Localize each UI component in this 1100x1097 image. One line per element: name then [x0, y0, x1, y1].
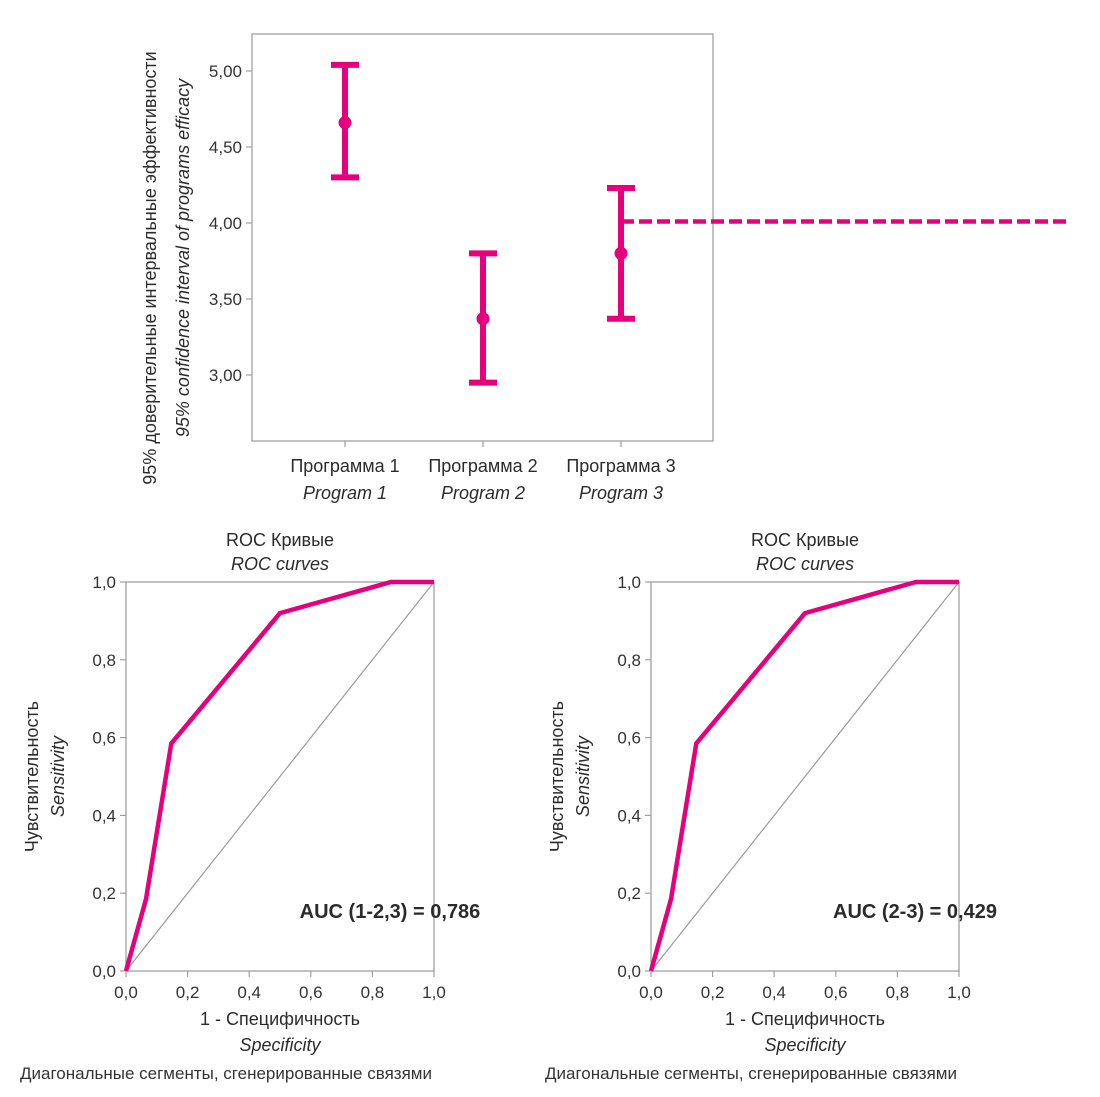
- roc-y-axis-label-ru: Чувствительность: [547, 701, 567, 852]
- y-tick-label: 0,2: [617, 884, 641, 903]
- ci-chart: 3,00 3,50 4,00 4,50 5,00 Программа 1 Program …: [140, 33, 1066, 503]
- ci-y-axis-label-en: 95% confidence interval of programs effi…: [173, 78, 193, 437]
- mean-point: [614, 246, 628, 260]
- roc-y-axis-label-en: Sensitivity: [48, 735, 68, 817]
- y-tick-label: 0,8: [617, 651, 641, 670]
- y-tick-label: 0,0: [92, 962, 116, 981]
- roc-chart-1: ROC Кривые ROC curves 0,0 0,2 0,4 0,6 0,8 1,0 0,…: [20, 530, 480, 1083]
- auc-annotation: AUC (1-2,3) = 0,786: [300, 901, 481, 923]
- roc-chart-2: ROC Кривые ROC curves 0,0 0,2 0,4 0,6 0,8 1,0 0,…: [545, 530, 997, 1083]
- y-tick-label: 0,0: [617, 962, 641, 981]
- ci-y-axis-label-ru: 95% доверительные интервальные эффективн…: [140, 51, 160, 484]
- x-tick-label: 0,6: [824, 983, 848, 1002]
- x-tick-label: 0,8: [361, 983, 385, 1002]
- roc-y-axis-label-en: Sensitivity: [573, 735, 593, 817]
- mean-point: [476, 312, 490, 326]
- y-tick-label: 0,6: [617, 729, 641, 748]
- y-tick-label: 4,50: [209, 138, 242, 157]
- roc-x-axis-label-en: Specificity: [764, 1035, 846, 1055]
- roc-y-axis-label-ru: Чувствительность: [22, 701, 42, 852]
- x-tick-label: 0,0: [114, 983, 138, 1002]
- x-tick-label: 0,6: [299, 983, 323, 1002]
- y-tick-label: 1,0: [617, 573, 641, 592]
- x-tick-label-ru: Программа 3: [566, 456, 675, 476]
- roc-subtitle: ROC curves: [756, 554, 854, 574]
- x-tick-label-ru: Программа 1: [290, 456, 399, 476]
- y-tick-label: 0,4: [617, 806, 641, 825]
- x-tick-label-ru: Программа 2: [428, 456, 537, 476]
- x-tick-label: 0,2: [176, 983, 200, 1002]
- y-tick-label: 0,6: [92, 729, 116, 748]
- x-tick-label: 0,8: [886, 983, 910, 1002]
- y-tick-label: 0,8: [92, 651, 116, 670]
- roc-title: ROC Кривые: [751, 530, 859, 550]
- y-tick-label: 3,50: [209, 290, 242, 309]
- roc-reference-diagonal: [125, 581, 435, 972]
- y-tick-label: 0,4: [92, 806, 116, 825]
- y-tick-label: 5,00: [209, 62, 242, 81]
- roc-plot-frame: [125, 581, 435, 972]
- roc-footnote: Диагональные сегменты, сгенерированные с…: [20, 1064, 432, 1083]
- x-tick-label: 0,4: [762, 983, 786, 1002]
- ci-y-axis: 3,00 3,50 4,00 4,50 5,00: [209, 62, 252, 385]
- roc-x-axis-label-en: Specificity: [239, 1035, 321, 1055]
- y-tick-label: 3,00: [209, 366, 242, 385]
- roc-curve: [123, 579, 434, 972]
- y-tick-label: 0,2: [92, 884, 116, 903]
- x-tick-label-en: Program 2: [441, 483, 525, 503]
- roc-subtitle: ROC curves: [231, 554, 329, 574]
- x-tick-label: 1,0: [422, 983, 446, 1002]
- x-tick-label-en: Program 3: [579, 483, 663, 503]
- roc-x-axis-label-ru: 1 - Специфичность: [725, 1009, 885, 1029]
- x-tick-label: 1,0: [947, 983, 971, 1002]
- y-tick-label: 1,0: [92, 573, 116, 592]
- x-tick-label: 0,4: [237, 983, 261, 1002]
- roc-x-axis-label-ru: 1 - Специфичность: [200, 1009, 360, 1029]
- auc-annotation: AUC (2-3) = 0,429: [833, 901, 997, 923]
- roc-reference-diagonal: [650, 581, 960, 972]
- y-tick-label: 4,00: [209, 214, 242, 233]
- x-tick-label-en: Program 1: [303, 483, 387, 503]
- roc-title: ROC Кривые: [226, 530, 334, 550]
- roc-footnote: Диагональные сегменты, сгенерированные с…: [545, 1064, 957, 1083]
- ci-marks: [331, 61, 1066, 386]
- ci-x-axis: Программа 1 Program 1 Программа 2 Program 2…: [290, 441, 676, 503]
- mean-point: [338, 116, 352, 130]
- roc-curve: [648, 579, 959, 972]
- x-tick-label: 0,2: [701, 983, 725, 1002]
- roc-plot-frame: [650, 581, 960, 972]
- x-tick-label: 0,0: [639, 983, 663, 1002]
